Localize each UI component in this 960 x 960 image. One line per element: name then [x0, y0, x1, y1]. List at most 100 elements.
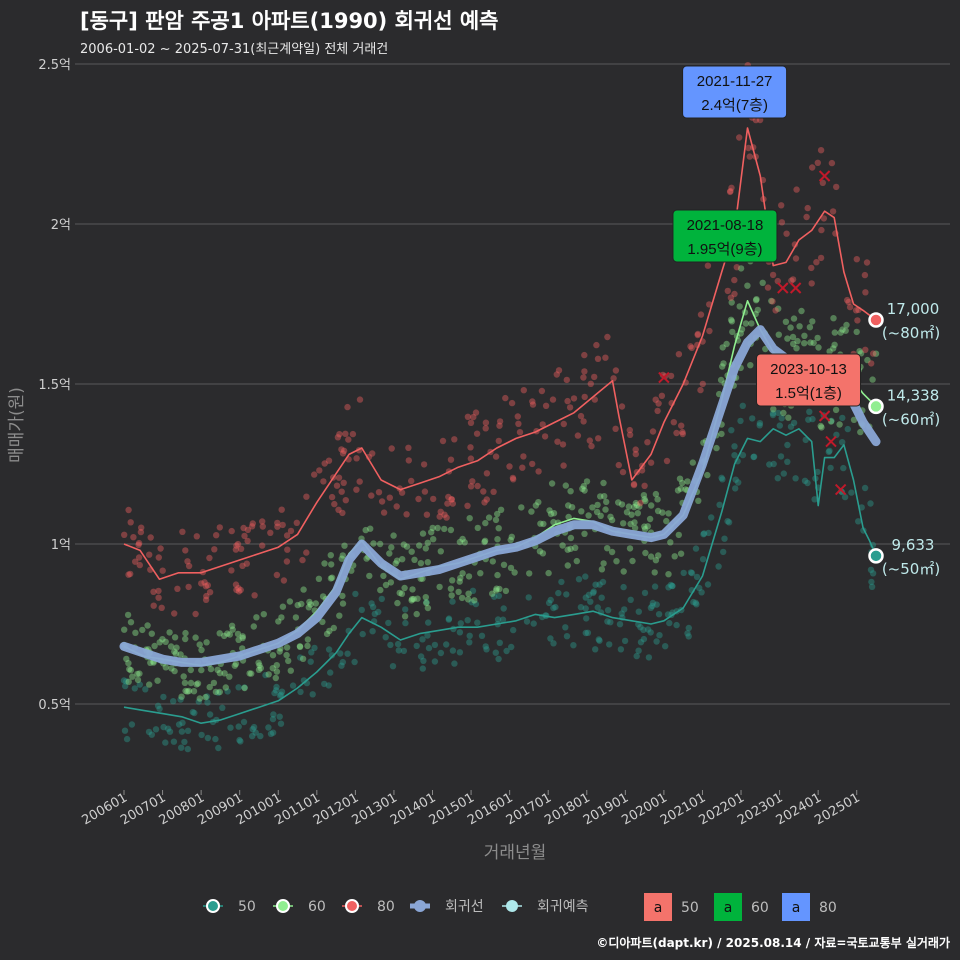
scatter-point-80	[539, 421, 546, 428]
scatter-point-60	[154, 677, 161, 684]
scatter-point-80	[655, 400, 662, 407]
scatter-point-50	[637, 639, 645, 646]
scatter-point-50	[160, 693, 167, 701]
callout-date: 2023-10-13	[770, 361, 847, 378]
scatter-point-50	[844, 425, 851, 433]
scatter-point-50	[128, 721, 136, 728]
scatter-point-60	[239, 634, 246, 642]
scatter-point-80	[267, 529, 274, 536]
scatter-point-80	[604, 333, 611, 341]
y-tick-label: 0.5억	[38, 698, 71, 713]
scatter-point-50	[215, 744, 222, 752]
scatter-point-80	[482, 425, 489, 432]
scatter-point-80	[380, 509, 388, 516]
scatter-point-50	[635, 608, 642, 615]
scatter-point-80	[233, 586, 240, 594]
chart-title: [동구] 판암 주공1 아파트(1990) 회귀선 예측	[80, 9, 498, 33]
scatter-point-60	[171, 634, 179, 641]
scatter-point-50	[387, 641, 394, 649]
scatter-point-50	[198, 731, 205, 739]
scatter-point-60	[842, 327, 849, 334]
cross-mark	[818, 170, 831, 182]
scatter-point-60	[278, 614, 285, 621]
scatter-point-60	[537, 520, 544, 527]
scatter-point-50	[731, 452, 738, 459]
scatter-point-50	[673, 621, 680, 629]
scatter-point-80	[259, 523, 266, 530]
scatter-point-60	[167, 643, 175, 650]
scatter-point-80	[641, 482, 648, 489]
scatter-point-50	[590, 588, 597, 595]
scatter-point-60	[287, 667, 294, 674]
scatter-point-50	[570, 642, 577, 649]
scatter-point-60	[754, 306, 761, 314]
scatter-point-50	[162, 739, 169, 746]
scatter-point-60	[459, 535, 466, 543]
scatter-point-60	[652, 557, 660, 564]
end-point-area: (~60㎡)	[882, 410, 940, 428]
scatter-points	[120, 61, 880, 753]
scatter-point-50	[495, 592, 503, 600]
scatter-point-60	[507, 564, 515, 572]
scatter-point-80	[368, 492, 375, 499]
scatter-point-60	[665, 571, 672, 578]
scatter-point-50	[585, 591, 593, 598]
scatter-point-60	[465, 590, 472, 597]
scatter-point-80	[239, 562, 246, 569]
scatter-point-60	[815, 344, 822, 351]
scatter-point-50	[152, 726, 160, 733]
scatter-point-60	[723, 340, 730, 348]
scatter-point-80	[469, 478, 476, 485]
scatter-point-60	[410, 595, 417, 603]
scatter-point-50	[273, 683, 280, 691]
scatter-point-60	[636, 503, 643, 510]
scatter-point-50	[443, 641, 450, 648]
series-line-50	[123, 428, 877, 724]
scatter-point-80	[515, 420, 522, 427]
scatter-point-50	[653, 601, 660, 608]
scatter-point-50	[550, 640, 557, 647]
scatter-point-60	[413, 610, 420, 618]
scatter-point-50	[175, 721, 183, 728]
scatter-point-50	[680, 569, 687, 577]
scatter-point-60	[162, 664, 169, 671]
scatter-point-60	[736, 303, 743, 310]
scatter-point-80	[155, 594, 162, 601]
scatter-point-50	[582, 605, 589, 612]
legend-label: 회귀선	[445, 899, 484, 915]
scatter-point-50	[627, 596, 634, 603]
scatter-point-80	[259, 518, 266, 525]
scatter-point-60	[184, 688, 191, 695]
scatter-point-50	[718, 474, 725, 481]
scatter-point-50	[308, 649, 315, 656]
scatter-point-50	[716, 501, 723, 508]
scatter-point-60	[339, 552, 346, 559]
scatter-point-50	[249, 732, 256, 740]
scatter-point-60	[634, 510, 641, 517]
scatter-point-50	[776, 422, 783, 429]
scatter-point-60	[232, 660, 240, 668]
scatter-point-80	[559, 441, 567, 448]
scatter-point-50	[582, 573, 589, 580]
scatter-point-60	[206, 683, 213, 691]
scatter-point-50	[550, 604, 557, 612]
scatter-point-50	[309, 691, 316, 698]
scatter-point-50	[587, 598, 594, 605]
end-point-marker	[868, 398, 884, 415]
scatter-point-80	[451, 436, 458, 443]
scatter-point-60	[192, 634, 199, 641]
scatter-point-60	[646, 515, 654, 523]
scatter-point-50	[270, 711, 277, 718]
scatter-point-60	[416, 542, 423, 549]
scatter-point-60	[832, 406, 840, 414]
scatter-point-50	[641, 589, 649, 597]
scatter-point-60	[285, 657, 292, 665]
scatter-point-50	[156, 705, 163, 713]
scatter-point-80	[244, 537, 251, 545]
scatter-point-60	[283, 644, 291, 651]
scatter-point-80	[127, 570, 134, 578]
scatter-point-60	[304, 636, 312, 643]
scatter-point-60	[408, 595, 416, 603]
scatter-point-60	[327, 552, 334, 559]
scatter-point-80	[331, 500, 338, 508]
